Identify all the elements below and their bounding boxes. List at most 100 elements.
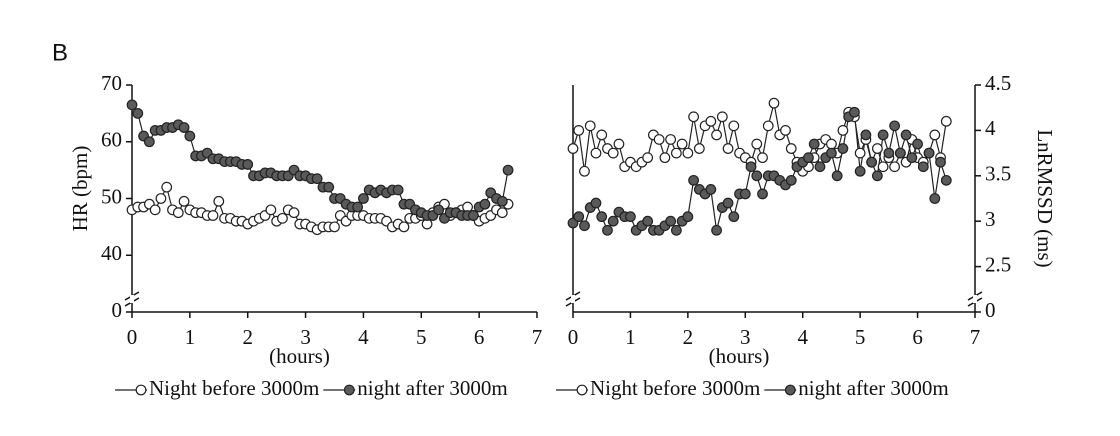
data-point [126,99,138,111]
data-point [496,207,508,219]
data-point [584,120,596,132]
data-point [854,165,866,177]
data-point [854,147,866,159]
axis-break-gap [973,295,977,303]
data-point [940,115,952,127]
data-point [762,120,774,132]
data-point [917,161,929,173]
data-point [711,129,722,141]
data-point [573,211,585,223]
data-point [352,201,364,213]
data-point [739,188,751,200]
data-point [866,156,878,168]
y-tick-label: 60 [101,128,122,152]
data-point [860,129,872,141]
y-axis-title: HR (bpm) [68,146,92,232]
data-point [676,138,688,150]
x-tick-label: 6 [912,325,923,349]
legend-label: Night before 3000m [149,376,319,400]
data-point [288,207,300,219]
data-point [780,124,791,136]
data-point [871,170,883,182]
data-point [329,221,340,233]
data-point [728,211,740,223]
legend-marker [784,384,796,396]
y-tick-label: 3.5 [985,162,1011,186]
x-tick-label: 7 [970,325,981,349]
data-point [590,147,602,159]
x-tick-label: 3 [740,325,751,349]
data-point [613,138,625,150]
data-point [682,211,694,223]
data-point [573,124,585,136]
data-point [659,152,671,164]
data-point [143,136,155,148]
data-point [213,195,225,207]
data-point [745,161,757,173]
data-point [757,188,768,200]
x-tick-label: 2 [683,325,694,349]
data-point [607,215,619,227]
y-tick-label: 50 [101,184,122,208]
data-point [705,115,717,127]
data-point [705,184,717,195]
data-point [900,129,912,141]
data-point [502,164,514,176]
data-point [567,143,579,154]
legend-label: Night before 3000m [590,376,760,400]
data-point [837,124,849,136]
data-point [172,207,184,219]
data-point [912,138,923,150]
data-point [877,129,889,141]
data-point [688,111,699,123]
data-point [602,224,613,236]
data-point [579,165,590,177]
data-point [751,138,763,150]
data-point [757,152,768,164]
data-point [590,197,602,209]
data-point [877,161,889,173]
data-point [642,215,654,227]
data-point [889,161,900,173]
x-tick-label: 6 [474,325,485,349]
data-point [803,152,814,164]
data-point [693,143,705,154]
y-tick-label: 4 [985,116,996,140]
x-tick-label: 0 [127,325,138,349]
x-tick-label: 5 [855,325,866,349]
data-point [433,204,445,216]
legend-marker [576,384,588,396]
data-point [711,224,722,236]
data-point [670,147,682,159]
data-point [398,221,410,233]
x-tick-label: 2 [242,325,253,349]
data-point [496,195,508,207]
y-tick-label: 3 [985,207,996,231]
data-point [358,193,369,204]
x-tick-label: 3 [300,325,311,349]
data-point [883,147,895,159]
legend-marker [135,384,147,396]
data-point [940,174,952,186]
data-point [665,215,677,227]
data-point [653,134,665,145]
data-point [392,184,404,196]
data-point [929,193,941,204]
data-point [277,212,288,224]
data-point [467,210,479,221]
y-tick-label: 2.5 [985,252,1011,276]
data-point [155,193,167,204]
data-point [579,220,590,232]
data-point [642,152,654,164]
y-tick-label: 4.5 [985,71,1011,95]
y-tick-label: 70 [101,71,122,95]
data-point [178,195,190,207]
x-tick-label: 7 [532,325,543,349]
data-point [722,197,734,209]
data-point [728,120,740,132]
data-point [826,138,837,150]
y-tick-label: 40 [101,241,122,265]
y2-axis-title: LnRMSSD (ms) [1033,129,1057,267]
x-tick-label: 1 [625,325,636,349]
